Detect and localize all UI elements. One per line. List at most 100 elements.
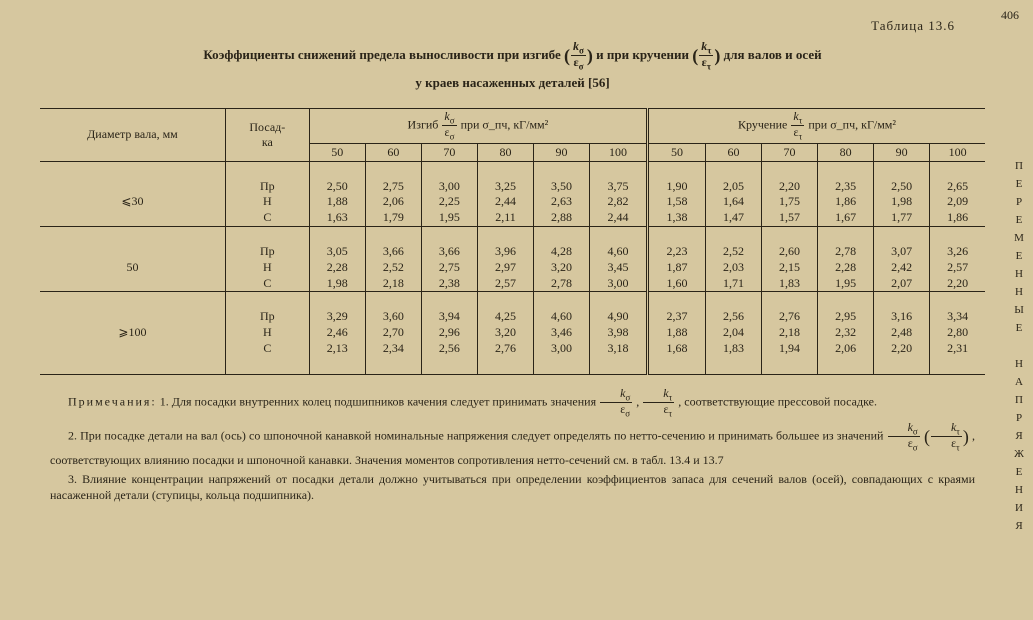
cell: 2,60: [762, 244, 818, 260]
cell: 1,71: [705, 276, 761, 292]
cell: 2,97: [477, 260, 533, 276]
cell: 1,79: [365, 210, 421, 226]
hdr-torsion: Кручение kτετ при σ_пч, кГ/мм²: [648, 108, 985, 143]
cell: 2,09: [930, 194, 985, 210]
cell: 2,23: [648, 244, 706, 260]
note2a: 2. При посадке детали на вал (ось) со шп…: [68, 428, 883, 442]
cell: 1,98: [874, 194, 930, 210]
cell: 4,90: [590, 309, 648, 325]
cell: 2,96: [421, 325, 477, 341]
cell: 3,25: [477, 179, 533, 195]
cell: 3,05: [309, 244, 365, 260]
cell: 2,70: [365, 325, 421, 341]
fit-cell: Н: [225, 194, 309, 210]
cell: 1,64: [705, 194, 761, 210]
cell: 1,75: [762, 194, 818, 210]
cell: 2,78: [534, 276, 590, 292]
cell: 2,35: [818, 179, 874, 195]
title: Коэффициенты снижений предела выносливос…: [60, 40, 965, 94]
title-part-c: для валов и осей: [724, 47, 822, 62]
cell: 4,25: [477, 309, 533, 325]
cell: 2,28: [818, 260, 874, 276]
cell: 1,87: [648, 260, 706, 276]
cell: 3,16: [874, 309, 930, 325]
cell: 2,63: [534, 194, 590, 210]
cell: 2,88: [534, 210, 590, 226]
cell: 2,76: [762, 309, 818, 325]
cell: 3,20: [534, 260, 590, 276]
cell: 1,83: [705, 341, 761, 357]
cell: 2,20: [762, 179, 818, 195]
cell: 3,26: [930, 244, 985, 260]
main-table: Диаметр вала, мм Посад-ка Изгиб kσεσ при…: [40, 108, 985, 375]
table-number: Таблица 13.6: [40, 18, 955, 34]
cell: 3,50: [534, 179, 590, 195]
cell: 2,52: [705, 244, 761, 260]
cell: 2,78: [818, 244, 874, 260]
cell: 1,88: [648, 325, 706, 341]
cell: 1,77: [874, 210, 930, 226]
cell: 2,18: [762, 325, 818, 341]
hdr-bend: Изгиб kσεσ при σ_пч, кГ/мм²: [309, 108, 647, 143]
notes: Примечания: 1. Для посадки внутренних ко…: [40, 387, 985, 503]
cell: 2,56: [421, 341, 477, 357]
fit-cell: С: [225, 210, 309, 226]
cell: 2,07: [874, 276, 930, 292]
cell: 2,50: [874, 179, 930, 195]
col-header: 70: [421, 143, 477, 161]
cell: 3,20: [477, 325, 533, 341]
cell: 1,86: [818, 194, 874, 210]
cell: 1,68: [648, 341, 706, 357]
fit-cell: С: [225, 341, 309, 357]
fit-cell: Н: [225, 260, 309, 276]
fit-cell: С: [225, 276, 309, 292]
cell: 1,57: [762, 210, 818, 226]
cell: 2,28: [309, 260, 365, 276]
cell: 4,28: [534, 244, 590, 260]
cell: 2,95: [818, 309, 874, 325]
cell: 2,06: [818, 341, 874, 357]
col-header: 100: [590, 143, 648, 161]
col-header: 60: [705, 143, 761, 161]
cell: 1,94: [762, 341, 818, 357]
cell: 3,18: [590, 341, 648, 357]
col-header: 50: [309, 143, 365, 161]
cell: 2,11: [477, 210, 533, 226]
cell: 1,67: [818, 210, 874, 226]
col-header: 90: [874, 143, 930, 161]
cell: 2,32: [818, 325, 874, 341]
cell: 4,60: [534, 309, 590, 325]
cell: 3,66: [365, 244, 421, 260]
cell: 2,34: [365, 341, 421, 357]
cell: 3,66: [421, 244, 477, 260]
cell: 2,20: [874, 341, 930, 357]
cell: 2,03: [705, 260, 761, 276]
cell: 2,20: [930, 276, 985, 292]
cell: 3,98: [590, 325, 648, 341]
cell: 3,96: [477, 244, 533, 260]
col-header: 70: [762, 143, 818, 161]
cell: 2,37: [648, 309, 706, 325]
cell: 3,00: [534, 341, 590, 357]
cell: 2,05: [705, 179, 761, 195]
cell: 1,95: [818, 276, 874, 292]
side-label: ПЕРЕМЕННЫЕ НАПРЯЖЕНИЯ: [1013, 160, 1025, 538]
cell: 1,90: [648, 179, 706, 195]
cell: 3,34: [930, 309, 985, 325]
cell: 4,60: [590, 244, 648, 260]
title-line2: у краев насаженных деталей [56]: [415, 75, 609, 90]
col-header: 50: [648, 143, 706, 161]
cell: 2,56: [705, 309, 761, 325]
cell: 2,31: [930, 341, 985, 357]
note3: 3. Влияние концентрации напряжений от по…: [50, 471, 975, 503]
cell: 3,00: [421, 179, 477, 195]
cell: 3,94: [421, 309, 477, 325]
cell: 1,63: [309, 210, 365, 226]
fit-cell: Пр: [225, 179, 309, 195]
cell: 1,58: [648, 194, 706, 210]
title-part-a: Коэффициенты снижений предела выносливос…: [203, 47, 560, 62]
cell: 2,80: [930, 325, 985, 341]
cell: 2,65: [930, 179, 985, 195]
cell: 2,52: [365, 260, 421, 276]
cell: 1,38: [648, 210, 706, 226]
